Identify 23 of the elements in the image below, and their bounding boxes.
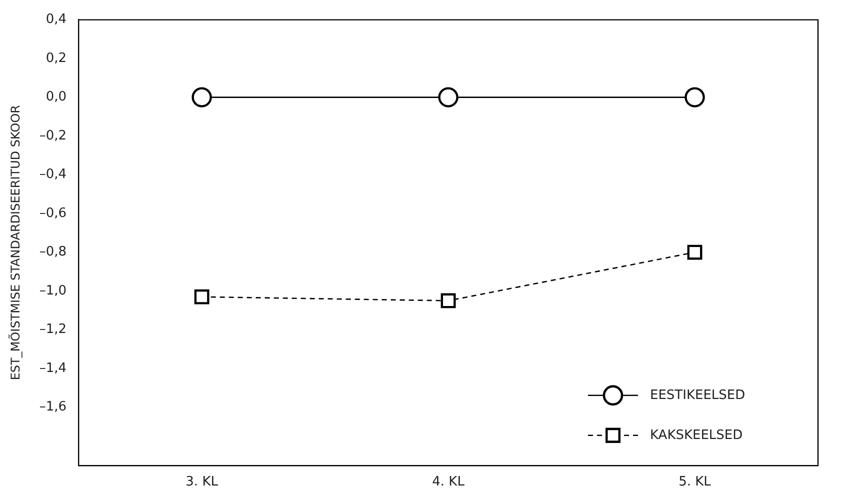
y-tick-label: –1,6 [39, 400, 67, 415]
y-tick-label: 0,2 [46, 50, 67, 66]
legend-label: EESTIKEELSED [650, 388, 746, 403]
y-tick-label: 0,4 [46, 12, 67, 28]
y-tick-label: –1,2 [39, 322, 67, 338]
x-tick-label: 3. KL [186, 474, 219, 490]
y-tick-label: –0,6 [39, 206, 67, 221]
point [194, 289, 210, 304]
y-axis-title: EST_MÕISTMISE STANDARDISEERITUD SKOOR [7, 105, 22, 380]
y-tick-label: –0,4 [39, 167, 67, 182]
y-tick-label: –1,0 [39, 283, 67, 298]
y-tick-label: –0,8 [39, 244, 67, 260]
point [687, 244, 702, 260]
y-tick-label: 0,0 [46, 90, 67, 105]
x-tick-label: 5. KL [678, 474, 712, 490]
point [684, 87, 705, 108]
x-tick-label: 4. KL [432, 474, 466, 490]
point [438, 87, 458, 108]
y-tick-label: –1,4 [39, 360, 67, 376]
y-tick-label: –0,2 [39, 128, 67, 144]
point [192, 87, 212, 108]
point [440, 293, 456, 308]
legend-label: KAKSKEELSED [650, 428, 743, 443]
